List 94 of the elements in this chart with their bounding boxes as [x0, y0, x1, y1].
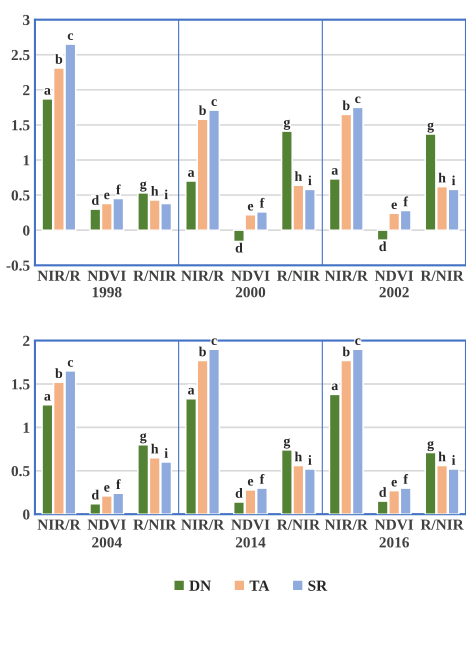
data-label: i	[452, 455, 456, 465]
x-tick-label: NDVI	[88, 520, 126, 530]
data-label: b	[55, 368, 62, 378]
x-tick-label: NIR/R	[38, 520, 81, 530]
x-tick-label: NDVI	[374, 520, 414, 530]
legend-label: DN	[189, 580, 211, 591]
y-tick-label: 1	[24, 422, 30, 433]
x-tick-label: R/NIR	[133, 520, 176, 530]
y-tick-label: 0	[23, 509, 30, 520]
y-tick-label: 3	[23, 14, 30, 26]
x-tick-label: NIR/R	[324, 520, 368, 530]
data-label: g	[427, 440, 434, 452]
data-label: i	[308, 176, 312, 186]
data-label: h	[294, 171, 302, 181]
data-label: c	[68, 33, 74, 40]
data-label: g	[140, 433, 147, 444]
y-tick-label: 0	[23, 225, 30, 236]
x-tick-label: NIR/R	[38, 270, 81, 281]
data-label: b	[198, 346, 206, 356]
x-tick-label: R/NIR	[133, 270, 176, 281]
data-label: b	[55, 54, 62, 64]
data-label: b	[342, 100, 350, 110]
data-label: d	[379, 487, 386, 497]
data-label: a	[332, 168, 338, 175]
data-label: h	[438, 172, 446, 182]
data-label: f	[260, 198, 264, 208]
y-tick-label: 0.5	[12, 466, 30, 476]
y-tick-label: 1	[24, 155, 30, 166]
data-label: d	[92, 490, 100, 500]
legend-label: SR	[308, 580, 328, 591]
text: 1998	[92, 287, 122, 298]
y-tick-label: -0.5	[6, 260, 30, 271]
data-label: b	[198, 105, 206, 116]
x-tick-label: R/NIR	[276, 270, 320, 281]
data-label: c	[211, 338, 217, 346]
data-label: f	[116, 479, 121, 489]
data-label: c	[211, 99, 217, 106]
data-label: e	[392, 202, 397, 210]
text: 2016	[380, 537, 409, 548]
y-tick-label: 0.5	[12, 190, 30, 201]
data-label: i	[452, 176, 456, 186]
data-label: e	[104, 485, 110, 492]
x-tick-label: R/NIR	[420, 520, 464, 530]
x-tick-label: NIR/R	[324, 270, 368, 281]
data-label: i	[164, 190, 168, 200]
legend-label: TA	[250, 580, 270, 591]
data-label: d	[236, 242, 243, 253]
x-tick-label: NDVI	[231, 270, 270, 281]
text: 2004	[92, 537, 122, 548]
data-label: f	[403, 474, 408, 484]
text: 2000	[236, 287, 266, 298]
data-label: a	[332, 384, 338, 390]
x-tick-label: NDVI	[88, 270, 126, 281]
x-tick-label: NIR/R	[181, 520, 224, 530]
x-tick-label: NDVI	[231, 520, 270, 530]
data-label: d	[236, 488, 243, 498]
data-label: h	[151, 444, 158, 454]
data-label: e	[392, 480, 397, 487]
data-label: a	[44, 88, 51, 95]
data-label: e	[248, 479, 254, 486]
data-label: i	[308, 455, 312, 465]
y-tick-label: 1.5	[12, 120, 30, 130]
data-label: a	[188, 388, 194, 395]
data-label: b	[342, 346, 350, 356]
data-label: a	[44, 394, 51, 401]
data-label: g	[284, 438, 290, 449]
data-label: a	[188, 170, 194, 177]
x-tick-label: R/NIR	[276, 520, 320, 530]
y-tick-label: 1.5	[12, 379, 30, 390]
data-label: h	[151, 186, 158, 196]
data-label: c	[355, 338, 360, 346]
data-label: e	[104, 192, 110, 200]
data-label: d	[92, 195, 100, 205]
data-label: i	[164, 448, 168, 458]
text: 2002	[380, 287, 409, 298]
y-tick-label: 2.5	[12, 50, 30, 60]
data-label: c	[68, 360, 74, 367]
data-label: g	[140, 181, 147, 192]
y-tick-label: 2	[23, 85, 30, 96]
data-label: g	[427, 122, 434, 133]
data-label: f	[260, 474, 264, 484]
x-tick-label: NDVI	[374, 270, 414, 281]
x-tick-label: NIR/R	[181, 270, 224, 281]
data-label: c	[355, 96, 360, 104]
data-label: g	[284, 120, 290, 130]
y-tick-label: 2	[23, 336, 30, 346]
text: 2014	[236, 537, 266, 548]
data-label: f	[403, 196, 408, 206]
data-label: f	[116, 184, 121, 194]
data-label: d	[379, 241, 386, 252]
data-label: e	[248, 204, 254, 211]
x-tick-label: R/NIR	[420, 270, 464, 281]
data-label: h	[438, 452, 446, 462]
data-label: h	[294, 452, 302, 462]
